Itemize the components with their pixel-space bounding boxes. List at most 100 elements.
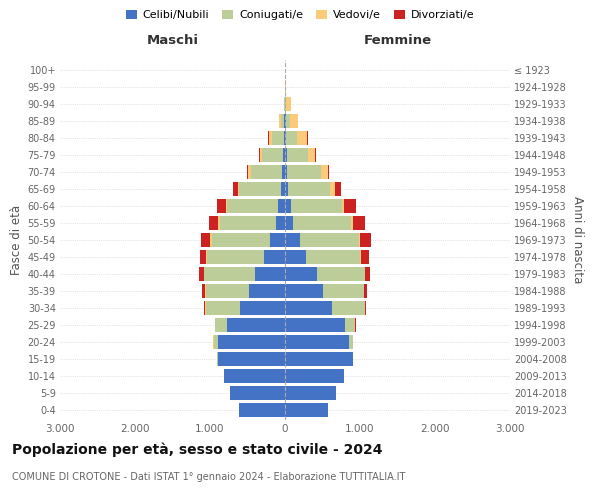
Bar xyxy=(293,216,351,230)
Bar xyxy=(204,267,255,281)
Bar xyxy=(308,148,315,162)
Bar xyxy=(218,335,285,349)
Bar xyxy=(290,114,298,128)
Bar xyxy=(238,182,239,196)
Bar xyxy=(285,318,345,332)
Bar xyxy=(217,199,226,213)
Bar xyxy=(345,318,355,332)
Bar xyxy=(281,182,285,196)
Bar xyxy=(321,165,328,179)
Bar xyxy=(285,284,323,298)
Bar xyxy=(205,301,240,315)
Bar xyxy=(330,182,335,196)
Bar xyxy=(332,301,365,315)
Bar xyxy=(220,216,276,230)
Bar xyxy=(298,131,307,145)
Bar xyxy=(202,233,211,247)
Bar xyxy=(269,131,272,145)
Bar xyxy=(323,284,364,298)
Bar xyxy=(285,403,328,417)
Bar xyxy=(203,301,205,315)
Bar xyxy=(200,250,206,264)
Bar xyxy=(239,403,285,417)
Bar xyxy=(353,216,365,230)
Bar xyxy=(300,233,359,247)
Bar xyxy=(218,216,220,230)
Bar xyxy=(270,233,285,247)
Bar xyxy=(248,165,251,179)
Bar xyxy=(288,182,330,196)
Bar xyxy=(259,148,260,162)
Bar xyxy=(285,216,293,230)
Bar xyxy=(283,148,285,162)
Bar xyxy=(285,131,286,145)
Bar xyxy=(365,301,367,315)
Legend: Celibi/Nubili, Coniugati/e, Vedovi/e, Divorziati/e: Celibi/Nubili, Coniugati/e, Vedovi/e, Di… xyxy=(121,6,479,25)
Bar xyxy=(344,199,355,213)
Bar xyxy=(217,352,218,366)
Bar xyxy=(247,165,248,179)
Bar xyxy=(223,369,285,383)
Bar xyxy=(262,148,283,162)
Bar xyxy=(349,335,353,349)
Bar xyxy=(230,386,285,400)
Bar xyxy=(206,250,207,264)
Text: COMUNE DI CROTONE - Dati ISTAT 1° gennaio 2024 - Elaborazione TUTTITALIA.IT: COMUNE DI CROTONE - Dati ISTAT 1° gennai… xyxy=(12,472,406,482)
Bar xyxy=(239,182,281,196)
Bar xyxy=(212,233,270,247)
Bar xyxy=(351,216,353,230)
Bar xyxy=(255,267,285,281)
Bar xyxy=(282,165,285,179)
Bar xyxy=(249,284,285,298)
Bar xyxy=(315,148,316,162)
Bar xyxy=(260,148,262,162)
Bar xyxy=(306,250,360,264)
Bar xyxy=(285,352,353,366)
Bar xyxy=(291,199,342,213)
Bar xyxy=(364,284,367,298)
Bar xyxy=(213,335,214,349)
Bar xyxy=(284,114,285,128)
Bar xyxy=(335,182,341,196)
Bar xyxy=(328,165,329,179)
Bar xyxy=(281,114,284,128)
Bar xyxy=(226,199,227,213)
Bar xyxy=(240,301,285,315)
Bar xyxy=(227,318,285,332)
Bar xyxy=(276,216,285,230)
Text: Maschi: Maschi xyxy=(146,34,199,48)
Bar xyxy=(279,114,281,128)
Y-axis label: Anni di nascita: Anni di nascita xyxy=(571,196,584,284)
Bar xyxy=(342,199,344,213)
Bar xyxy=(285,148,287,162)
Bar xyxy=(205,284,249,298)
Text: Popolazione per età, sesso e stato civile - 2024: Popolazione per età, sesso e stato civil… xyxy=(12,442,383,457)
Bar xyxy=(360,250,361,264)
Bar xyxy=(285,250,306,264)
Bar xyxy=(285,199,291,213)
Bar xyxy=(272,131,284,145)
Bar xyxy=(317,267,365,281)
Bar xyxy=(286,131,298,145)
Bar xyxy=(218,352,285,366)
Bar xyxy=(285,267,317,281)
Bar xyxy=(359,233,371,247)
Bar xyxy=(264,250,285,264)
Bar xyxy=(215,318,227,332)
Bar xyxy=(285,182,288,196)
Y-axis label: Fasce di età: Fasce di età xyxy=(10,205,23,275)
Bar xyxy=(286,97,290,111)
Bar xyxy=(285,165,287,179)
Bar xyxy=(287,165,321,179)
Bar xyxy=(251,165,282,179)
Bar xyxy=(361,250,369,264)
Bar xyxy=(286,114,290,128)
Bar xyxy=(285,233,300,247)
Bar xyxy=(227,199,278,213)
Bar xyxy=(211,233,212,247)
Bar xyxy=(285,335,349,349)
Bar xyxy=(207,250,264,264)
Bar xyxy=(199,267,203,281)
Bar xyxy=(285,386,336,400)
Bar xyxy=(214,335,218,349)
